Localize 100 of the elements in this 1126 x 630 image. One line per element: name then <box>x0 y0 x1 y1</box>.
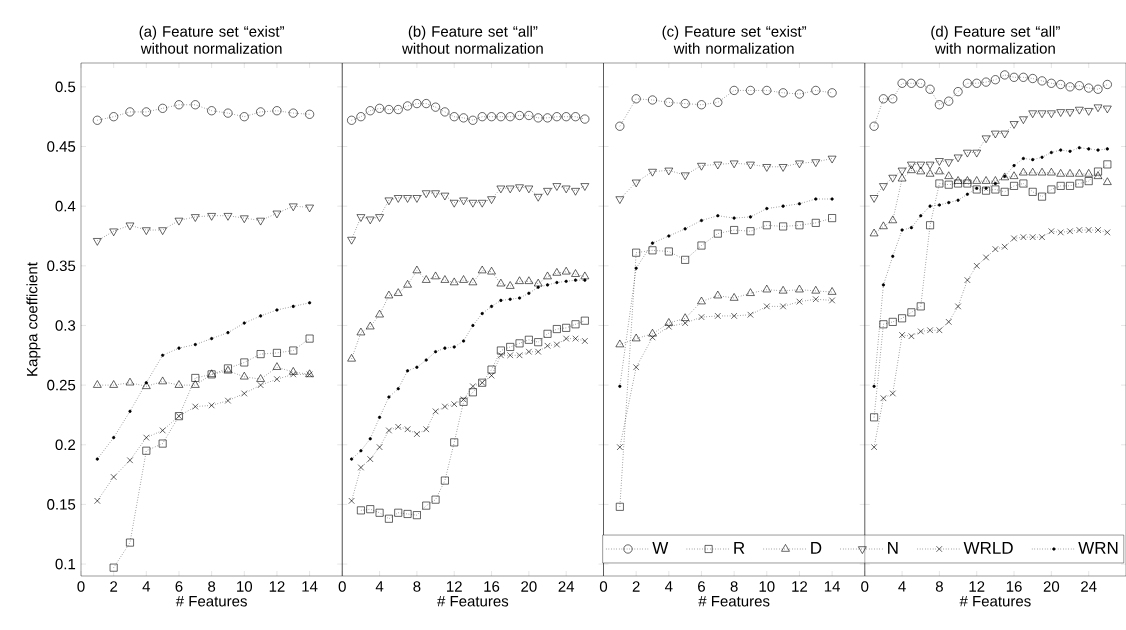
y-tick-label: 0.4 <box>55 200 76 212</box>
point <box>1094 167 1102 176</box>
point <box>664 247 673 256</box>
point <box>161 353 165 357</box>
point <box>468 199 478 208</box>
point <box>729 160 739 169</box>
point <box>536 285 540 289</box>
point <box>648 328 657 337</box>
point <box>1028 110 1037 119</box>
point <box>916 302 925 311</box>
point <box>240 358 249 367</box>
point <box>879 221 888 230</box>
point <box>543 188 552 196</box>
point <box>964 277 971 284</box>
point <box>469 383 477 390</box>
point <box>1068 149 1072 153</box>
point <box>93 380 102 388</box>
point <box>190 100 200 110</box>
point <box>515 184 524 192</box>
point <box>553 341 560 348</box>
point <box>366 505 375 514</box>
point <box>471 323 475 328</box>
point <box>239 112 249 122</box>
point <box>919 214 923 218</box>
point <box>459 113 469 123</box>
point <box>506 343 515 351</box>
point <box>480 311 484 316</box>
point <box>564 279 568 283</box>
point <box>422 501 431 510</box>
point <box>449 112 459 122</box>
point <box>888 94 898 104</box>
x-axis-title: # Features <box>175 596 247 607</box>
point <box>973 262 980 269</box>
point <box>898 331 906 339</box>
point <box>811 159 821 167</box>
x-tick-label: 0 <box>599 581 608 592</box>
point <box>1009 171 1019 179</box>
point <box>357 506 365 515</box>
point <box>561 112 571 122</box>
y-tick-label: 0.15 <box>47 499 76 510</box>
point <box>762 164 772 172</box>
point <box>713 290 723 299</box>
point <box>508 297 512 301</box>
legend-label: D <box>811 542 822 554</box>
point <box>944 171 954 179</box>
point <box>1010 235 1018 242</box>
point <box>1040 155 1044 159</box>
x-axis-title: # Features <box>959 596 1031 607</box>
point <box>412 195 422 203</box>
point <box>879 183 888 191</box>
point <box>1021 156 1025 161</box>
point <box>431 495 440 504</box>
x-tick-label: 8 <box>413 581 421 592</box>
point <box>347 353 356 362</box>
point <box>488 372 495 379</box>
point <box>631 333 641 342</box>
point <box>580 114 590 124</box>
point <box>616 444 623 451</box>
point <box>956 198 960 202</box>
point <box>226 331 230 335</box>
point <box>459 275 468 283</box>
point <box>1105 147 1109 151</box>
point <box>1056 181 1065 190</box>
y-tick-label: 0.2 <box>55 439 76 451</box>
point <box>431 190 440 198</box>
point <box>1075 179 1084 188</box>
chart-title: (a) Feature set “exist” without normalization <box>139 25 284 54</box>
point <box>697 241 706 250</box>
point <box>94 497 101 504</box>
point <box>461 339 466 343</box>
point <box>533 278 543 287</box>
x-axis-title: # Features <box>437 596 509 607</box>
point <box>365 321 375 330</box>
point <box>404 426 411 433</box>
point <box>965 192 969 196</box>
x-tick-label: 6 <box>175 581 183 592</box>
point <box>489 304 494 308</box>
point <box>256 350 265 358</box>
point <box>1077 146 1081 150</box>
point <box>1046 78 1056 88</box>
point <box>1028 74 1038 84</box>
point <box>223 108 233 118</box>
point <box>449 199 459 208</box>
point <box>273 376 281 383</box>
point <box>256 374 265 382</box>
point <box>665 323 672 330</box>
point <box>729 293 739 301</box>
point <box>888 317 897 326</box>
point <box>713 161 723 170</box>
point <box>796 298 803 305</box>
point <box>272 106 282 116</box>
point <box>192 403 199 410</box>
point <box>468 115 478 125</box>
point <box>647 95 657 105</box>
point <box>396 387 400 391</box>
point <box>394 508 403 517</box>
point <box>1093 104 1103 113</box>
point <box>993 181 997 186</box>
point <box>698 313 705 321</box>
point <box>240 215 249 223</box>
